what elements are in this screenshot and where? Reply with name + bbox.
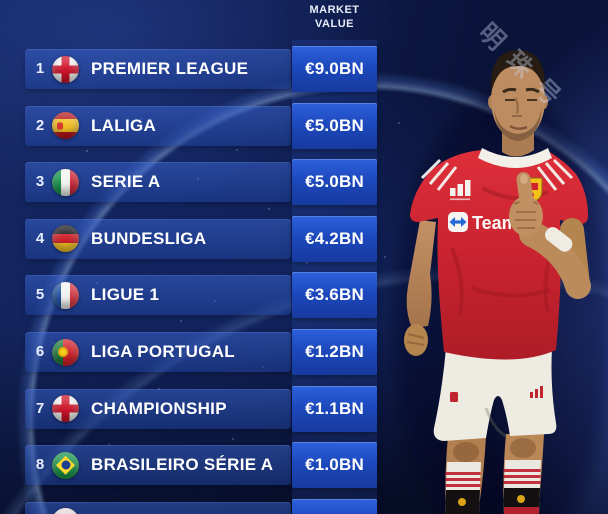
country-flag-icon [52, 112, 79, 140]
market-value: €9.0BN [305, 59, 364, 78]
league-row-bar [25, 501, 291, 514]
country-flag-icon [52, 168, 79, 196]
rank-number: 4 [35, 229, 45, 247]
shirt-collar [478, 148, 552, 168]
market-value-header: MARKET VALUE [291, 4, 378, 31]
country-flag-icon [52, 451, 79, 479]
league-name: LIGUE 1 [91, 285, 160, 305]
rank-number: 1 [35, 60, 45, 77]
fist [509, 196, 543, 236]
league-name: BUNDESLIGA [91, 228, 207, 248]
rank-number: 7 [35, 399, 45, 417]
country-flag-icon [52, 55, 79, 83]
league-row-bar: 1 PREMIER LEAGUE [25, 49, 291, 89]
rank-number: 5 [35, 286, 45, 304]
market-value: €5.0BN [305, 115, 364, 135]
market-value-box: €5.0BN [292, 159, 377, 206]
country-flag-icon [52, 338, 79, 366]
adidas-logo [450, 180, 471, 201]
market-value: €3.6BN [305, 285, 364, 305]
shirt-folds [450, 186, 552, 315]
league-row: 1 PREMIER LEAGUE €9.0BN [0, 46, 608, 92]
market-value-box: €9.0BN [292, 46, 377, 92]
player-head [478, 50, 552, 168]
sponsor-logo [448, 212, 468, 232]
market-value-box [292, 498, 377, 514]
rank-number [29, 502, 51, 514]
market-value: €1.1BN [305, 398, 364, 418]
player-left-arm [404, 220, 436, 356]
player-torso [410, 150, 588, 360]
header-line1: MARKET [309, 4, 360, 16]
shorts-adidas-logo [530, 386, 543, 398]
league-row-bar: 4 BUNDESLIGA [25, 218, 291, 259]
league-row: 7 CHAMPIONSHIP €1.1BN [0, 385, 608, 432]
league-row-bar: 5 LIGUE 1 [25, 275, 291, 316]
market-value: €1.0BN [305, 455, 364, 475]
country-flag-icon [52, 508, 79, 514]
player-shorts [433, 348, 557, 441]
market-value: €5.0BN [305, 172, 364, 192]
league-name: LIGA PORTUGAL [91, 342, 235, 361]
market-value-box: €1.1BN [292, 385, 377, 432]
league-name: LALIGA [91, 115, 157, 135]
league-row: 5 LIGUE 1 €3.6BN [0, 272, 608, 319]
league-name: SERIE A [91, 172, 161, 192]
country-flag-icon [52, 395, 79, 423]
country-flag-icon [52, 225, 79, 253]
header-line2: VALUE [315, 17, 354, 30]
league-name: PREMIER LEAGUE [91, 59, 249, 78]
league-row [0, 498, 608, 514]
shorts-crest [450, 392, 458, 402]
market-value-box: €4.2BN [292, 215, 377, 262]
market-value-box: €1.2BN [292, 329, 377, 375]
league-row: 4 BUNDESLIGA €4.2BN [0, 215, 608, 262]
league-row-bar: 8 BRASILEIRO SÉRIE A [25, 445, 291, 486]
league-row: 3 SERIE A €5.0BN [0, 159, 608, 206]
player-socks [445, 460, 541, 514]
league-row: 8 BRASILEIRO SÉRIE A €1.0BN [0, 442, 608, 489]
market-value: €1.2BN [305, 342, 364, 361]
league-row-bar: 3 SERIE A [25, 162, 291, 203]
player-right-arm [509, 172, 591, 299]
league-row: 6 LIGA PORTUGAL €1.2BN [0, 329, 608, 375]
league-name: BRASILEIRO SÉRIE A [91, 455, 274, 475]
league-row: 2 LALIGA €5.0BN [0, 102, 608, 149]
market-value: €4.2BN [305, 228, 364, 248]
market-value-box: €5.0BN [292, 102, 377, 149]
rank-number: 8 [35, 456, 45, 474]
shoulder-stripes [420, 158, 574, 191]
wristband [545, 227, 573, 252]
league-row-bar: 2 LALIGA [25, 105, 291, 146]
player-photo: TeamVi [396, 50, 608, 514]
league-row-bar: 6 LIGA PORTUGAL [25, 332, 291, 372]
country-flag-icon [52, 281, 79, 309]
rank-number: 3 [35, 173, 45, 191]
market-value-box: €3.6BN [292, 272, 377, 319]
league-row-bar: 7 CHAMPIONSHIP [25, 388, 291, 429]
rank-number: 6 [35, 343, 45, 360]
league-name: CHAMPIONSHIP [91, 398, 227, 418]
market-value-box: €1.0BN [292, 442, 377, 489]
rank-number: 2 [35, 116, 45, 134]
